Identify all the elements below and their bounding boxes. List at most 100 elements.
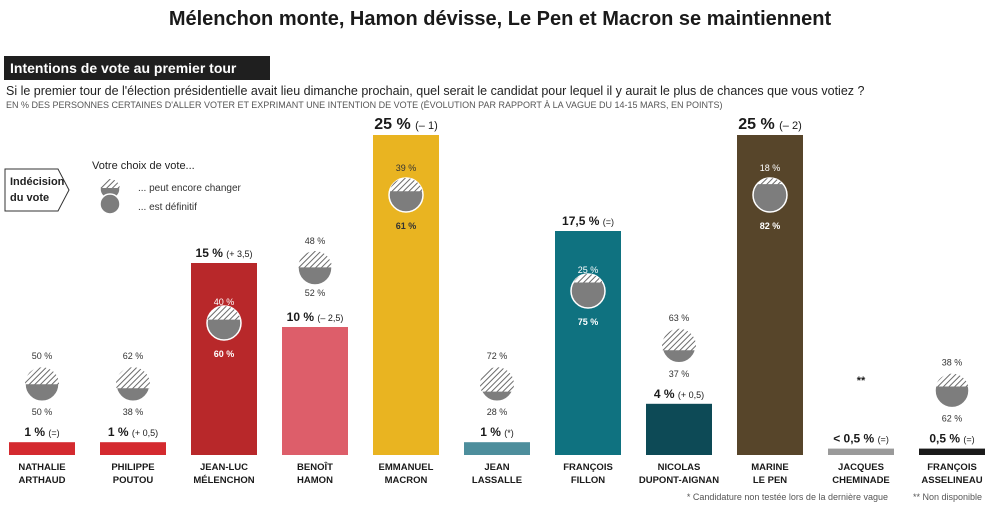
candidate-last-name: LASSALLE [472,475,522,486]
value-label: 25 % (– 2) [738,116,802,133]
chart-subtitle: En % des personnes certaines d'aller vot… [6,100,723,110]
pct-final: 50 % [32,407,53,417]
pct-final: 28 % [487,407,508,417]
value-label: 15 % (+ 3,5) [196,246,253,260]
candidate-column: 25 % (– 1) EMMANUEL MACRON 39 % 61 % [373,116,439,486]
indecision-pie [479,366,515,402]
bar-arthaud [9,442,75,455]
candidate-first-name: MARINE [751,462,788,473]
candidate-last-name: DUPONT-AIGNAN [639,475,719,486]
candidate-column: 15 % (+ 3,5) JEAN-LUC MÉLENCHON 40 % 60 % [191,246,257,486]
pct-may-change: 38 % [942,358,963,368]
pct-may-change: 39 % [396,163,417,173]
bar-hamon [282,327,348,455]
legend-may-change: ... peut encore changer [138,183,241,194]
candidate-column: 10 % (– 2,5) BENOÎT HAMON 48 % 52 % [282,236,348,486]
legend-final: ... est définitif [138,202,197,213]
indecision-pie [24,366,60,402]
candidate-first-name: PHILIPPE [111,462,154,473]
value-label: 10 % (– 2,5) [287,310,344,324]
pct-final: 37 % [669,369,690,379]
candidate-first-name: JEAN [484,462,509,473]
pct-may-change: 48 % [305,236,326,246]
candidate-last-name: ASSELINEAU [921,475,982,486]
candidate-column: < 0,5 % (=) JACQUES CHEMINADE ** [828,375,894,486]
bar-poutou [100,442,166,455]
footnote-not-tested: * Candidature non testée lors de la dern… [686,492,888,502]
candidate-last-name: FILLON [571,475,605,486]
indecision-pie [570,273,606,309]
candidate-column: 1 % (=) NATHALIE ARTHAUD 50 % 50 % [9,351,75,486]
pct-may-change: 62 % [123,351,144,361]
indecision-pie-may-change-segment [935,373,969,387]
indecision-tag-line1: Indécision [10,176,65,188]
candidate-first-name: EMMANUEL [379,462,434,473]
candidate-first-name: FRANÇOIS [927,462,977,473]
legend-pie-final-final-disc [99,193,121,215]
candidate-first-name: JACQUES [838,462,884,473]
candidate-first-name: JEAN-LUC [200,462,248,473]
candidate-first-name: NATHALIE [18,462,65,473]
legend-title: Votre choix de vote... [92,160,195,172]
indecision-pie-may-change-segment [389,177,423,192]
candidate-last-name: HAMON [297,475,333,486]
pct-final: 60 % [214,349,235,359]
pct-may-change: 72 % [487,351,508,361]
indecision-pie-may-change-segment [207,306,241,320]
pct-final: 62 % [942,414,963,424]
bar-dupont-aignan [646,403,712,455]
candidate-last-name: MÉLENCHON [193,475,254,486]
value-label: 17,5 % (=) [562,214,614,228]
value-label: 1 % (+ 0,5) [108,425,158,439]
pct-may-change: 50 % [32,351,53,361]
pct-may-change: 40 % [214,297,235,307]
indecision-pie-may-change-segment [116,367,151,389]
pct-final: 61 % [396,221,417,231]
pct-may-change: 63 % [669,313,690,323]
candidate-last-name: POUTOU [113,475,154,486]
indecision-pie-may-change-segment [756,177,784,185]
bar-asselineau [919,448,985,455]
candidate-column: 25 % (– 2) MARINE LE PEN 18 % 82 % [737,116,803,486]
candidate-first-name: BENOÎT [297,461,333,473]
value-label: 1 % (=) [24,425,59,439]
indecision-tag: Indécision du vote [4,168,70,212]
pct-final: 75 % [578,317,599,327]
indecision-pie-may-change-segment [573,274,603,283]
survey-question: Si le premier tour de l'élection préside… [6,84,865,98]
value-label: 4 % (+ 0,5) [654,387,704,401]
indecision-pie [206,305,242,341]
indecision-not-available: ** [857,375,866,387]
pct-final: 52 % [305,288,326,298]
bar-m-lenchon [191,263,257,455]
indecision-pie [297,250,333,286]
bar-cheminade [828,448,894,455]
candidate-column: 1 % (+ 0,5) PHILIPPE POUTOU 62 % 38 % [100,351,166,486]
legend-pie-may-change [99,178,121,200]
indecision-pie [388,177,424,213]
candidate-first-name: FRANÇOIS [563,462,613,473]
indecision-pie [752,177,788,213]
bar-lassalle [464,442,530,455]
candidate-last-name: LE PEN [753,475,787,486]
legend-pie-may-change-may-change-segment [100,179,120,188]
indecision-pie-may-change-segment [480,367,515,392]
value-label: 25 % (– 1) [374,116,438,133]
candidate-last-name: CHEMINADE [832,475,890,486]
candidate-last-name: ARTHAUD [19,475,66,486]
section-label: Intentions de vote au premier tour [4,56,270,80]
footnote-not-available: ** Non disponible [912,492,982,502]
candidate-first-name: NICOLAS [658,462,701,473]
indecision-pie [934,372,970,409]
candidate-column: 0,5 % (=) FRANÇOIS ASSELINEAU 38 % 62 % [919,358,985,486]
indecision-pie [115,366,151,402]
pct-final: 82 % [760,221,781,231]
candidate-column: 4 % (+ 0,5) NICOLAS DUPONT-AIGNAN 63 % 37 % [639,313,719,486]
indecision-pie [661,328,697,364]
candidate-column: 17,5 % (=) FRANÇOIS FILLON 25 % 75 % [555,214,621,486]
headline: Mélenchon monte, Hamon dévisse, Le Pen e… [168,8,832,30]
indecision-tag-line2: du vote [10,192,49,204]
candidate-last-name: MACRON [385,475,428,486]
